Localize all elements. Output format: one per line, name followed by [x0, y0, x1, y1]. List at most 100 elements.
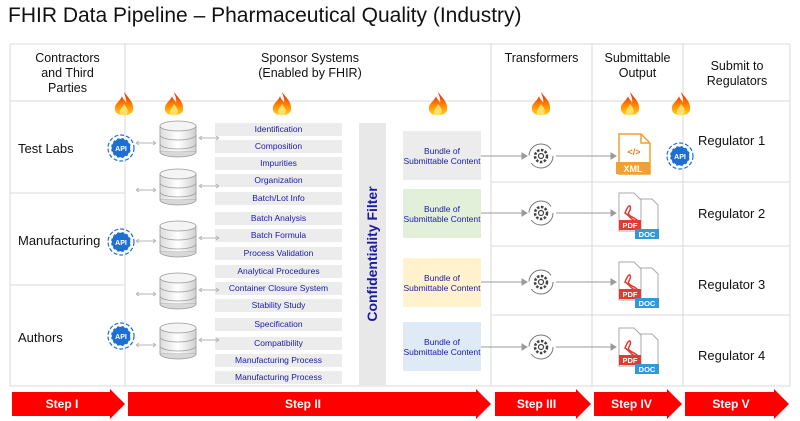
doc-label: DOC [639, 230, 656, 239]
step-2-text: Step II [284, 397, 321, 411]
header-contractors: Contractors and Third Parties [15, 51, 120, 96]
transformer-gear-icon [527, 268, 555, 296]
step-1-text: Step I [45, 397, 79, 411]
flame-icon [272, 92, 292, 116]
flame-icon [671, 92, 691, 116]
header-output-line1: Submittable [604, 51, 671, 65]
flame-icon [164, 92, 184, 116]
bidirectional-arrow-icon [135, 291, 157, 297]
row-label-authors: Authors [18, 330, 63, 345]
bidirectional-arrow-icon [135, 238, 157, 244]
header-submit: Submit to Regulators [685, 59, 789, 89]
item-organization: Organization [215, 174, 342, 188]
step-arrow-2 [128, 389, 491, 419]
regulator-1-label: Regulator 1 [698, 133, 766, 148]
header-submit-line1: Submit to [710, 59, 764, 73]
pdf-doc-icon-4: PDF DOC [618, 327, 659, 374]
api-badge-text: API [674, 154, 686, 161]
database-icon [159, 272, 197, 310]
transformer-gear-icon [527, 199, 555, 227]
item-batch-formula: Batch Formula [215, 229, 342, 243]
item-compatibility: Compatibility [215, 337, 342, 351]
api-badge-test-labs: API [107, 134, 135, 162]
database-icon [159, 120, 197, 158]
regulator-2-label: Regulator 2 [698, 206, 766, 221]
bidirectional-arrow-icon [135, 187, 157, 193]
step-arrow-1 [12, 389, 125, 419]
flame-icon [114, 92, 134, 116]
bidirectional-arrow-icon [198, 235, 220, 241]
doc-label: DOC [639, 365, 656, 374]
api-badge-authors: API [107, 322, 135, 350]
transformer-gear-icon [527, 142, 555, 170]
pdf-label: PDF [623, 356, 638, 365]
step-1-label: Step I [12, 392, 112, 416]
item-manufacturing-process-2: Manufacturing Process [215, 371, 342, 385]
step-5-text: Step V [712, 397, 750, 411]
step-arrow-3 [495, 389, 591, 419]
api-badge-text: API [115, 240, 127, 247]
step-5-label: Step V [685, 392, 777, 416]
item-impurities: Impurities [215, 157, 342, 171]
step-4-label: Step IV [594, 392, 669, 416]
item-process-validation: Process Validation [215, 247, 342, 261]
pdf-label: PDF [623, 290, 638, 299]
item-batch-analysis: Batch Analysis [215, 212, 342, 226]
api-badge-text: API [115, 334, 127, 341]
confidentiality-filter-bar [359, 123, 386, 385]
header-sponsor-line2: (Enabled by FHIR) [258, 66, 362, 80]
item-identification: Identification [215, 123, 342, 137]
header-contractors-line3: Parties [48, 81, 87, 95]
row-label-test-labs: Test Labs [18, 141, 74, 156]
transformer-gear-icon [527, 333, 555, 361]
flame-icon [428, 92, 448, 116]
item-manufacturing-process-1: Manufacturing Process [215, 354, 342, 368]
step-4-text: Step IV [611, 397, 652, 411]
database-icon [159, 322, 197, 360]
regulator-4-label: Regulator 4 [698, 348, 766, 363]
doc-label: DOC [639, 299, 656, 308]
flame-icon [531, 92, 551, 116]
database-icon [159, 220, 197, 258]
header-sponsor: Sponsor Systems (Enabled by FHIR) [200, 51, 420, 81]
regulator-3-label: Regulator 3 [698, 277, 766, 292]
bidirectional-arrow-icon [135, 140, 157, 146]
item-container-closure-system: Container Closure System [215, 282, 342, 296]
bidirectional-arrow-icon [135, 342, 157, 348]
item-composition: Composition [215, 140, 342, 154]
header-output-line2: Output [618, 66, 657, 80]
step-3-label: Step III [495, 392, 578, 416]
step-arrow-5 [685, 389, 789, 419]
pdf-doc-icon-2: PDF DOC [618, 192, 659, 239]
item-batch-lot-info: Batch/Lot Info [215, 192, 342, 206]
api-badge-regulator: API [666, 142, 694, 170]
bundle-2: Bundle of Submittable Content [403, 189, 481, 238]
header-contractors-line2: and Third [41, 66, 94, 80]
bundle-4: Bundle of Submittable Content [403, 322, 481, 371]
header-contractors-line1: Contractors [35, 51, 100, 65]
page-title: FHIR Data Pipeline – Pharmaceutical Qual… [8, 4, 522, 27]
api-badge-manufacturing: API [107, 228, 135, 256]
step-2-label: Step II [128, 392, 478, 416]
flame-icon [620, 92, 640, 116]
xml-label: XML [624, 164, 644, 174]
step-arrow-4 [594, 389, 682, 419]
database-icon [159, 168, 197, 206]
header-output: Submittable Output [593, 51, 682, 81]
header-sponsor-line1: Sponsor Systems [261, 51, 359, 65]
bidirectional-arrow-icon [198, 287, 220, 293]
bidirectional-arrow-icon [198, 337, 220, 343]
bidirectional-arrow-icon [198, 183, 220, 189]
xml-code-glyph: </> [627, 147, 640, 157]
item-analytical-procedures: Analytical Procedures [215, 265, 342, 279]
bundle-3: Bundle of Submittable Content [403, 258, 481, 307]
item-specification: Specification [215, 318, 342, 332]
header-submit-line2: Regulators [706, 74, 768, 88]
pdf-doc-icon-3: PDF DOC [618, 261, 659, 308]
row-label-manufacturing: Manufacturing [18, 233, 101, 248]
bundle-1: Bundle of Submittable Content [403, 131, 481, 180]
xml-file-icon: </> XML [616, 133, 651, 175]
step-3-text: Step III [516, 397, 557, 411]
